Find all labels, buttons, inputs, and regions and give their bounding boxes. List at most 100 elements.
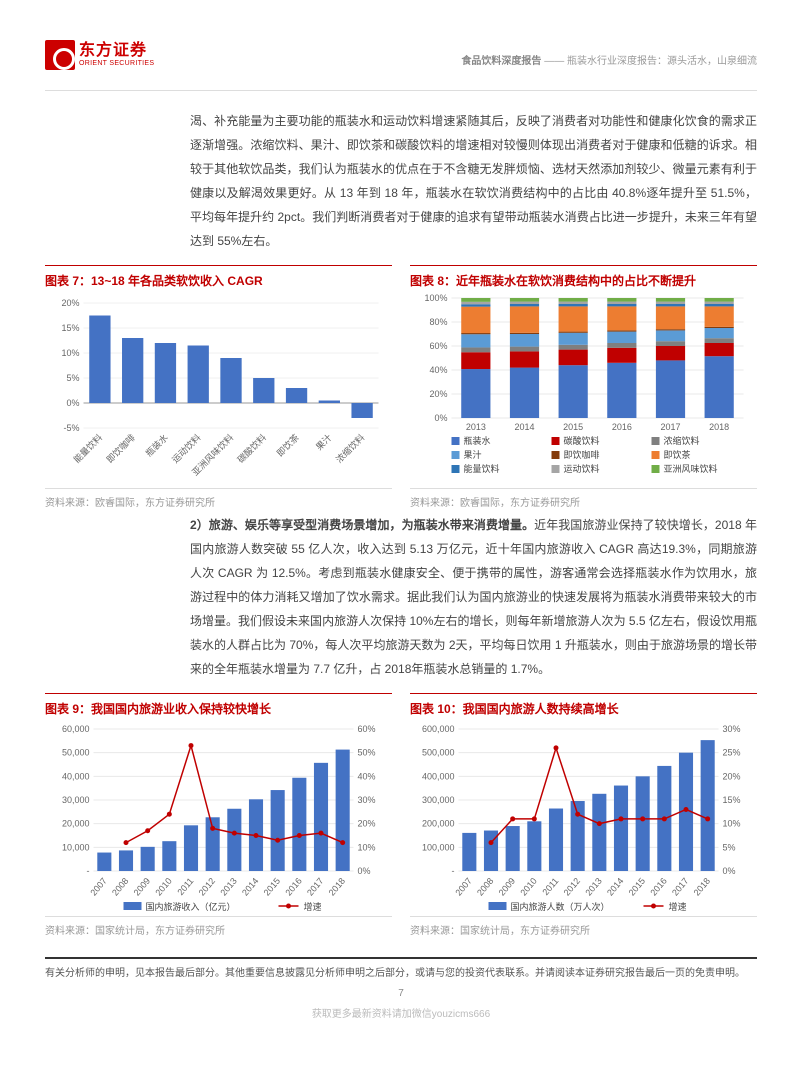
svg-text:80%: 80% — [429, 317, 447, 327]
svg-text:2007: 2007 — [453, 876, 474, 898]
svg-text:200,000: 200,000 — [422, 819, 455, 829]
logo-cn: 东方证券 — [79, 42, 154, 60]
svg-text:-: - — [452, 866, 455, 876]
chart7-title: 图表 7：13~18 年各品类软饮收入 CAGR — [45, 265, 392, 293]
svg-text:增速: 增速 — [304, 901, 322, 912]
svg-text:40%: 40% — [358, 771, 376, 781]
svg-text:15%: 15% — [61, 323, 79, 333]
svg-text:15%: 15% — [723, 795, 741, 805]
svg-text:2014: 2014 — [514, 422, 534, 432]
logo-icon — [45, 40, 75, 70]
chart8-source: 资料来源：欧睿国际，东方证券研究所 — [410, 488, 757, 509]
svg-text:300,000: 300,000 — [422, 795, 455, 805]
svg-text:20,000: 20,000 — [62, 819, 90, 829]
svg-text:浓缩饮料: 浓缩饮料 — [333, 432, 366, 465]
chart10-title: 图表 10：我国国内旅游人数持续高增长 — [410, 693, 757, 721]
svg-text:2011: 2011 — [540, 876, 560, 897]
svg-text:瓶装水: 瓶装水 — [143, 432, 170, 459]
svg-text:20%: 20% — [723, 771, 741, 781]
svg-text:2014: 2014 — [240, 876, 261, 898]
svg-text:即饮咖啡: 即饮咖啡 — [564, 449, 600, 460]
svg-text:30,000: 30,000 — [62, 795, 90, 805]
svg-text:能量饮料: 能量饮料 — [464, 463, 500, 474]
svg-text:运动饮料: 运动饮料 — [564, 463, 600, 474]
svg-text:2013: 2013 — [218, 876, 239, 898]
paragraph-1: 渴、补充能量为主要功能的瓶装水和运动饮料增速紧随其后，反映了消费者对功能性和健康… — [190, 109, 757, 253]
svg-text:浓缩饮料: 浓缩饮料 — [664, 435, 700, 446]
svg-text:2011: 2011 — [175, 876, 195, 897]
chart9-title: 图表 9：我国国内旅游业收入保持较快增长 — [45, 693, 392, 721]
svg-text:50,000: 50,000 — [62, 748, 90, 758]
svg-text:20%: 20% — [429, 389, 447, 399]
svg-text:2016: 2016 — [648, 876, 669, 898]
svg-text:瓶装水: 瓶装水 — [464, 435, 491, 446]
chart8: 0%20%40%60%80%100%2013201420152016201720… — [410, 293, 757, 488]
svg-text:能量饮料: 能量饮料 — [71, 432, 104, 465]
svg-text:60%: 60% — [358, 724, 376, 734]
svg-text:运动饮料: 运动饮料 — [169, 432, 202, 465]
svg-text:亚洲风味饮料: 亚洲风味饮料 — [664, 463, 718, 474]
svg-text:2017: 2017 — [305, 876, 326, 898]
svg-text:增速: 增速 — [669, 901, 687, 912]
svg-text:2009: 2009 — [132, 876, 153, 898]
svg-text:-5%: -5% — [63, 423, 79, 433]
svg-text:2015: 2015 — [262, 876, 283, 898]
svg-text:2018: 2018 — [692, 876, 713, 898]
svg-text:即饮咖啡: 即饮咖啡 — [104, 432, 137, 465]
chart10-source: 资料来源：国家统计局，东方证券研究所 — [410, 916, 757, 937]
svg-text:2017: 2017 — [660, 422, 680, 432]
svg-text:20%: 20% — [61, 298, 79, 308]
svg-text:-: - — [87, 866, 90, 876]
svg-text:60%: 60% — [429, 341, 447, 351]
svg-text:果汁: 果汁 — [313, 432, 334, 453]
svg-text:30%: 30% — [358, 795, 376, 805]
svg-text:2008: 2008 — [110, 876, 131, 898]
svg-text:500,000: 500,000 — [422, 748, 455, 758]
svg-text:2016: 2016 — [612, 422, 632, 432]
svg-text:50%: 50% — [358, 748, 376, 758]
svg-text:0%: 0% — [434, 413, 447, 423]
svg-text:40%: 40% — [429, 365, 447, 375]
chart9: -10,00020,00030,00040,00050,00060,0000%1… — [45, 721, 392, 916]
svg-text:2007: 2007 — [88, 876, 109, 898]
svg-text:2018: 2018 — [709, 422, 729, 432]
svg-text:5%: 5% — [723, 842, 736, 852]
svg-text:2013: 2013 — [466, 422, 486, 432]
svg-text:25%: 25% — [723, 748, 741, 758]
svg-text:即饮茶: 即饮茶 — [274, 432, 301, 459]
svg-text:2012: 2012 — [562, 876, 583, 898]
page-header: 东方证券 ORIENT SECURITIES 食品饮料深度报告 —— 瓶装水行业… — [45, 40, 757, 70]
chart10: -100,000200,000300,000400,000500,000600,… — [410, 721, 757, 916]
svg-text:5%: 5% — [66, 373, 79, 383]
svg-text:10%: 10% — [61, 348, 79, 358]
svg-text:20%: 20% — [358, 819, 376, 829]
svg-text:10%: 10% — [358, 842, 376, 852]
page-number: 7 — [45, 988, 757, 999]
paragraph-2: 2）旅游、娱乐等享受型消费场景增加，为瓶装水带来消费增量。近年我国旅游业保持了较… — [190, 513, 757, 681]
svg-text:10,000: 10,000 — [62, 842, 90, 852]
svg-text:2015: 2015 — [563, 422, 583, 432]
svg-text:0%: 0% — [723, 866, 736, 876]
svg-text:2008: 2008 — [475, 876, 496, 898]
svg-text:10%: 10% — [723, 819, 741, 829]
svg-text:100,000: 100,000 — [422, 842, 455, 852]
svg-text:国内旅游收入（亿元）: 国内旅游收入（亿元） — [146, 901, 236, 912]
svg-text:2018: 2018 — [327, 876, 348, 898]
svg-text:2016: 2016 — [283, 876, 304, 898]
svg-text:2010: 2010 — [518, 876, 539, 898]
svg-text:即饮茶: 即饮茶 — [664, 449, 691, 460]
chart8-title: 图表 8：近年瓶装水在软饮消费结构中的占比不断提升 — [410, 265, 757, 293]
header-breadcrumb: 食品饮料深度报告 —— 瓶装水行业深度报告：源头活水，山泉细流 — [461, 40, 757, 67]
svg-text:0%: 0% — [66, 398, 79, 408]
svg-text:2013: 2013 — [583, 876, 604, 898]
svg-text:40,000: 40,000 — [62, 771, 90, 781]
svg-text:碳酸饮料: 碳酸饮料 — [564, 435, 600, 446]
svg-text:2015: 2015 — [627, 876, 648, 898]
svg-text:国内旅游人数（万人次）: 国内旅游人数（万人次） — [511, 901, 610, 912]
svg-text:2010: 2010 — [153, 876, 174, 898]
svg-text:60,000: 60,000 — [62, 724, 90, 734]
logo-block: 东方证券 ORIENT SECURITIES — [45, 40, 154, 70]
logo-en: ORIENT SECURITIES — [79, 60, 154, 68]
svg-text:600,000: 600,000 — [422, 724, 455, 734]
footer-disclaimer: 有关分析师的申明，见本报告最后部分。其他重要信息披露见分析师申明之后部分，或请与… — [45, 957, 757, 982]
